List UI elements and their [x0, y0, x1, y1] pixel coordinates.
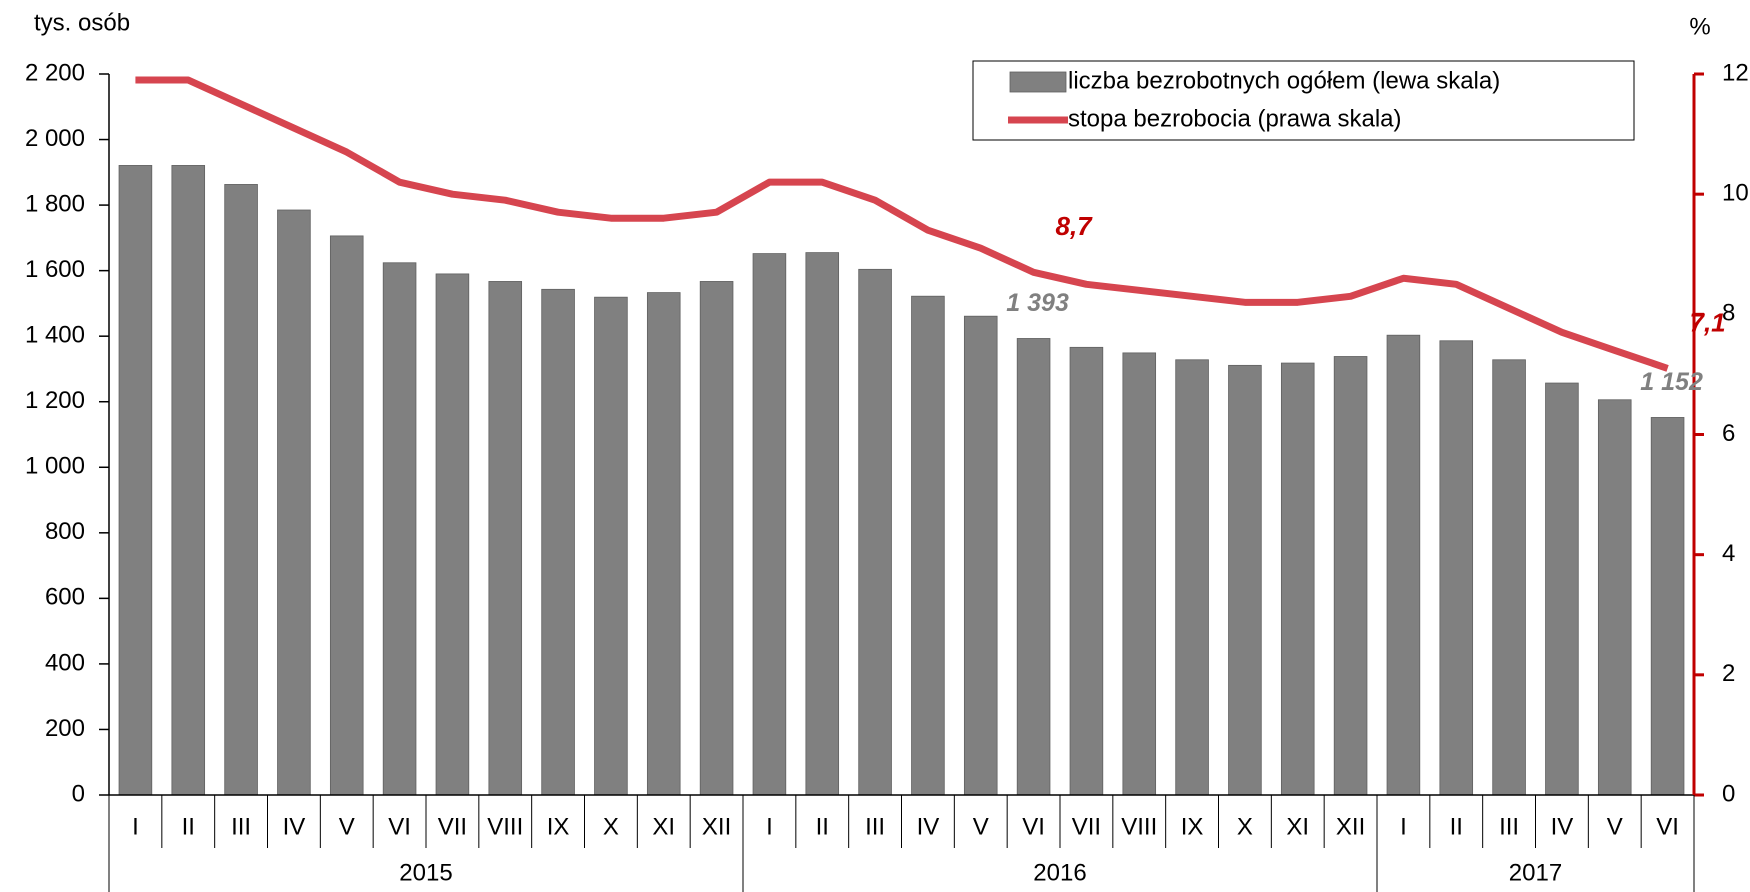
x-tick-label: V: [1607, 813, 1623, 840]
bar: [277, 209, 311, 796]
x-tick-label: II: [1450, 813, 1463, 840]
bar: [1597, 399, 1632, 796]
bar: [541, 288, 575, 796]
y2-tick-label: 10: [1722, 180, 1749, 207]
x-tick-label: VIII: [487, 813, 523, 840]
bar: [699, 281, 734, 796]
bar: [1545, 382, 1579, 796]
y-tick-label: 1 600: [25, 256, 85, 283]
bar: [1492, 359, 1526, 796]
bar: [1228, 364, 1262, 796]
x-tick-label: VII: [438, 813, 467, 840]
y-axis-label: tys. osób: [34, 9, 130, 36]
line-value-label: 7,1: [1690, 307, 1726, 337]
legend-box: [972, 60, 1635, 141]
x-tick-label: IV: [1551, 813, 1574, 840]
legend-swatch: [1009, 71, 1067, 93]
x-tick-label: III: [865, 813, 885, 840]
y2-tick-label: 4: [1722, 540, 1735, 567]
x-tick-label: VI: [1022, 813, 1045, 840]
bar: [911, 295, 945, 796]
legend-label: stopa bezrobocia (prawa skala): [1068, 105, 1402, 132]
y-tick-label: 400: [45, 649, 85, 676]
x-tick-label: III: [1499, 813, 1519, 840]
x-tick-label: VI: [388, 813, 411, 840]
bar: [1280, 362, 1315, 796]
x-tick-label: III: [231, 813, 251, 840]
x-tick-label: X: [1237, 813, 1253, 840]
bar: [752, 253, 787, 796]
y-tick-label: 1 800: [25, 190, 85, 217]
bar-value-label: 1 152: [1640, 368, 1703, 396]
bar: [329, 235, 364, 796]
bar: [1016, 338, 1051, 796]
x-tick-label: I: [132, 813, 139, 840]
bar: [1122, 352, 1157, 796]
y-tick-label: 1 000: [25, 453, 85, 480]
bar: [382, 262, 417, 796]
legend-label: liczba bezrobotnych ogółem (lewa skala): [1068, 67, 1500, 94]
y2-tick-label: 2: [1722, 660, 1735, 687]
group-label: 2017: [1509, 859, 1562, 886]
bar: [594, 296, 628, 796]
bar: [1069, 346, 1104, 796]
bar: [1650, 417, 1685, 796]
group-label: 2016: [1033, 859, 1086, 886]
x-tick-label: IX: [1181, 813, 1204, 840]
x-tick-label: V: [339, 813, 355, 840]
x-tick-label: X: [603, 813, 619, 840]
y-tick-label: 800: [45, 518, 85, 545]
bar: [1333, 356, 1368, 796]
y2-tick-label: 12: [1722, 59, 1749, 86]
y-tick-label: 2 200: [25, 59, 85, 86]
bar: [488, 281, 523, 796]
y2-tick-label: 8: [1722, 300, 1735, 327]
bar: [963, 315, 998, 796]
x-tick-label: XI: [1286, 813, 1309, 840]
bar-value-label: 1 393: [1006, 289, 1069, 317]
x-tick-label: XII: [1336, 813, 1365, 840]
group-label: 2015: [399, 859, 452, 886]
x-tick-label: V: [973, 813, 989, 840]
bar: [224, 184, 258, 796]
bar: [1175, 359, 1209, 796]
x-tick-label: IV: [283, 813, 306, 840]
bar: [1386, 334, 1421, 796]
y-tick-label: 2 000: [25, 125, 85, 152]
line-value-label: 8,7: [1056, 211, 1094, 241]
x-tick-label: VII: [1072, 813, 1101, 840]
y-tick-label: 0: [72, 780, 85, 807]
y-tick-label: 1 400: [25, 322, 85, 349]
x-tick-label: XI: [652, 813, 675, 840]
bar: [805, 252, 840, 796]
bar: [171, 165, 206, 796]
x-tick-label: VI: [1656, 813, 1679, 840]
x-tick-label: II: [182, 813, 195, 840]
bar: [118, 165, 153, 796]
bar: [1439, 340, 1474, 796]
x-tick-label: VIII: [1121, 813, 1157, 840]
x-tick-label: II: [816, 813, 829, 840]
y-tick-label: 200: [45, 715, 85, 742]
bar: [646, 292, 681, 796]
x-tick-label: XII: [702, 813, 731, 840]
y-tick-label: 600: [45, 584, 85, 611]
y2-tick-label: 6: [1722, 420, 1735, 447]
line: [135, 76, 1669, 372]
y2-tick-label: 0: [1722, 780, 1735, 807]
x-tick-label: I: [766, 813, 773, 840]
y2-axis-label: %: [1689, 13, 1710, 40]
bar: [858, 268, 892, 796]
x-tick-label: IX: [547, 813, 570, 840]
bar: [435, 273, 470, 796]
y-tick-label: 1 200: [25, 387, 85, 414]
x-tick-label: I: [1400, 813, 1407, 840]
x-tick-label: IV: [917, 813, 940, 840]
